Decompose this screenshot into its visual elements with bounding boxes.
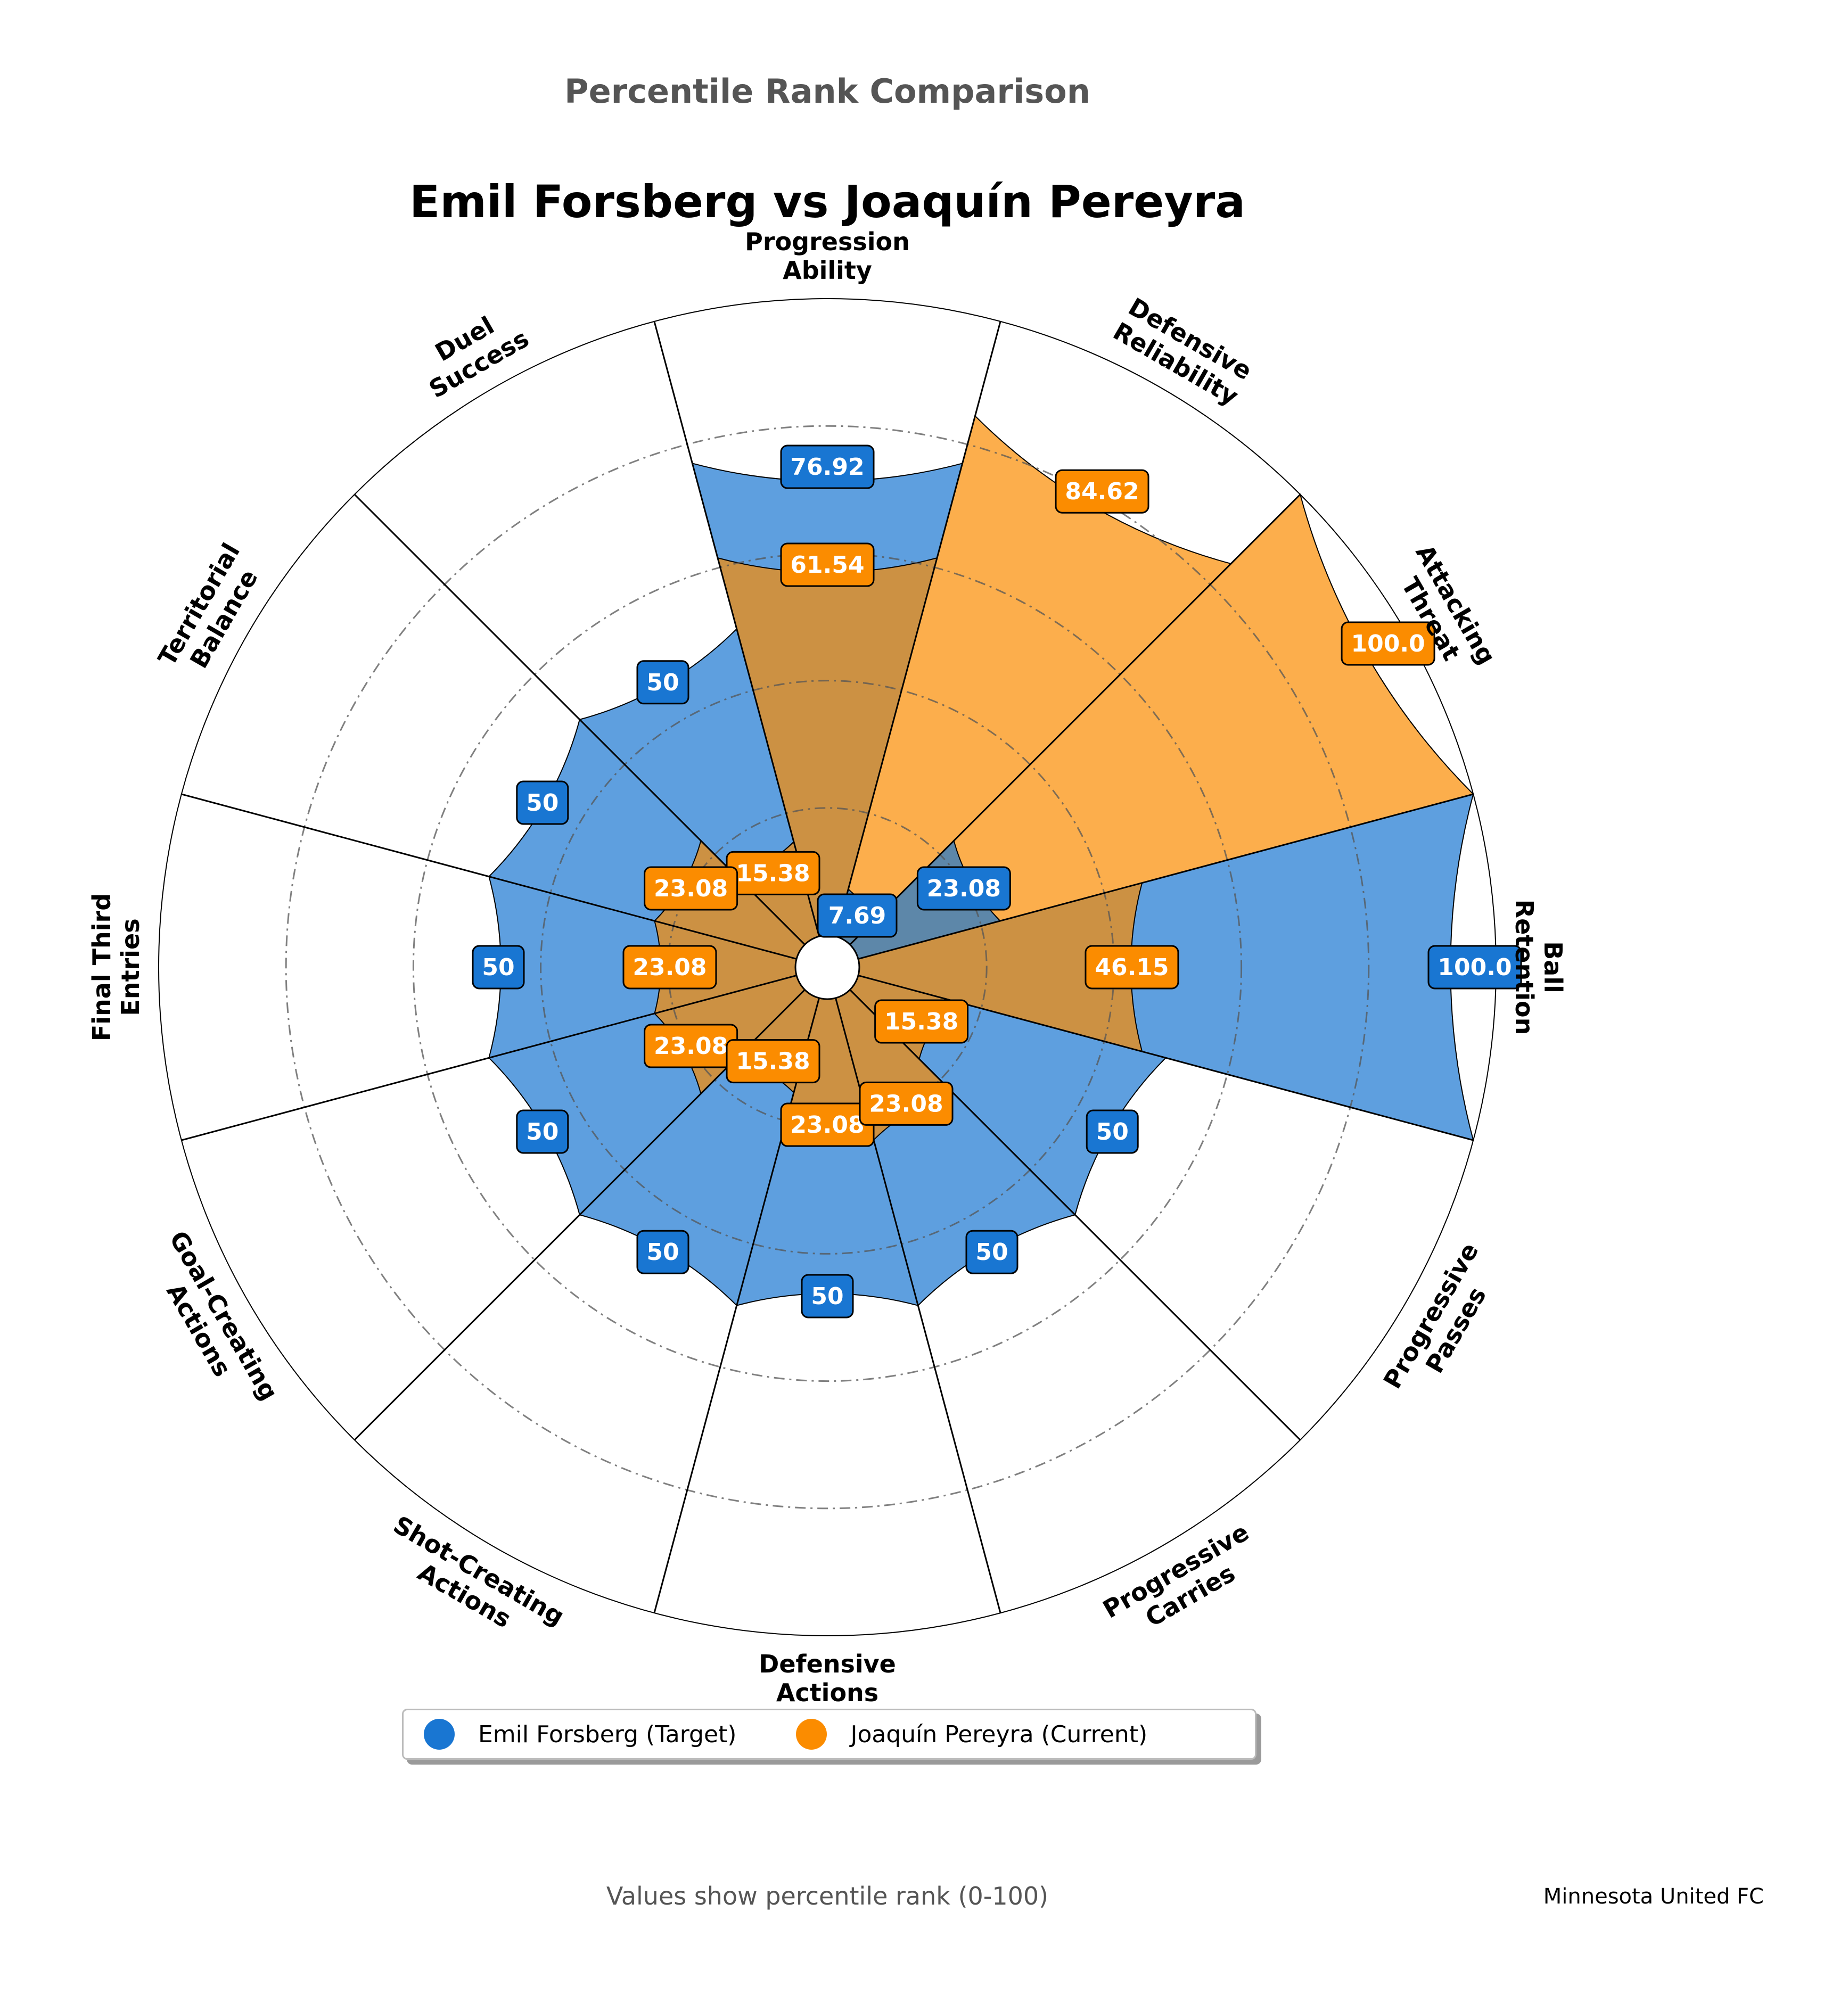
svg-text:50: 50 [1096, 1118, 1129, 1146]
value-label-current-7: 23.08 [644, 1024, 738, 1068]
svg-text:100.0: 100.0 [1351, 630, 1425, 657]
spoke-2 [835, 321, 1001, 937]
svg-text:15.38: 15.38 [736, 860, 810, 887]
value-label-target-4: 50 [636, 660, 689, 705]
value-labels-layer: 100.0 46.15 23.08 100.0 7.69 84.62 76.92 61.54 5… [472, 444, 1522, 1319]
svg-text:50: 50 [975, 1239, 1008, 1266]
value-label-current-2: 84.62 [1055, 469, 1149, 514]
legend-marker-target [424, 1719, 455, 1750]
svg-text:50: 50 [811, 1283, 843, 1310]
spoke-8 [653, 998, 820, 1613]
svg-text:Defensive: Defensive [759, 1650, 896, 1678]
spoke-10 [849, 989, 1301, 1441]
category-label-6: Final Third Entries [87, 893, 145, 1041]
svg-text:23.08: 23.08 [927, 875, 1001, 902]
value-label-current-10: 23.08 [859, 1081, 954, 1126]
spoke-6 [181, 975, 797, 1141]
value-label-current-4: 15.38 [726, 851, 820, 895]
spokes-layer [181, 321, 1474, 1613]
spoke-0 [858, 793, 1474, 960]
svg-text:Actions: Actions [776, 1678, 878, 1707]
value-label-current-3: 61.54 [780, 542, 875, 587]
svg-text:23.08: 23.08 [869, 1090, 943, 1117]
footer-note: Values show percentile rank (0-100) [606, 1882, 1049, 1910]
legend-marker-current [796, 1719, 827, 1750]
legend-label-target: Emil Forsberg (Target) [478, 1720, 737, 1748]
svg-text:46.15: 46.15 [1095, 954, 1169, 981]
value-label-target-3: 76.92 [780, 444, 875, 489]
chart-title: Emil Forsberg vs Joaquín Pereyra [409, 176, 1245, 228]
value-label-target-7: 50 [516, 1109, 569, 1154]
legend-label-current: Joaquín Pereyra (Current) [850, 1720, 1148, 1748]
spoke-3 [653, 321, 820, 937]
value-label-target-5: 50 [516, 780, 569, 825]
legend: Emil Forsberg (Target) Joaquín Pereyra (… [402, 1709, 1256, 1760]
value-label-current-0: 46.15 [1085, 945, 1179, 990]
legend-item-target: Emil Forsberg (Target) [424, 1719, 736, 1750]
value-label-target-2: 7.69 [817, 893, 898, 938]
value-label-current-5: 23.08 [644, 866, 738, 911]
team-label: Minnesota United FC [1543, 1884, 1764, 1909]
value-label-current-9: 23.08 [780, 1102, 875, 1147]
value-label-current-6: 23.08 [622, 945, 717, 990]
svg-text:15.38: 15.38 [736, 1048, 810, 1075]
bars-layer [488, 415, 1475, 1307]
svg-text:Retention: Retention [1510, 900, 1539, 1035]
value-label-current-11: 15.38 [874, 999, 969, 1044]
value-label-current-8: 15.38 [726, 1039, 820, 1084]
svg-text:23.08: 23.08 [633, 954, 707, 981]
svg-text:50: 50 [526, 1118, 558, 1146]
value-label-target-6: 50 [472, 945, 525, 990]
svg-text:Final Third: Final Third [87, 893, 116, 1041]
svg-text:Entries: Entries [116, 918, 145, 1016]
value-label-current-1: 100.0 [1341, 621, 1435, 666]
spoke-5 [181, 793, 797, 960]
svg-text:76.92: 76.92 [790, 454, 864, 481]
svg-text:Ball: Ball [1539, 941, 1567, 993]
value-label-target-11: 50 [1086, 1109, 1139, 1154]
svg-text:Ability: Ability [783, 256, 872, 285]
svg-text:100.0: 100.0 [1438, 954, 1512, 981]
svg-text:23.08: 23.08 [654, 1033, 728, 1060]
chart-supertitle: Percentile Rank Comparison [564, 72, 1090, 111]
svg-text:7.69: 7.69 [828, 902, 886, 929]
svg-text:15.38: 15.38 [884, 1008, 958, 1035]
svg-text:50: 50 [482, 954, 514, 981]
legend-item-current: Joaquín Pereyra (Current) [796, 1719, 1147, 1750]
svg-text:Progression: Progression [745, 227, 910, 256]
value-label-target-9: 50 [801, 1274, 854, 1319]
grid-ring-80 [285, 425, 1370, 1510]
svg-text:50: 50 [646, 1239, 679, 1266]
value-label-target-0: 100.0 [1427, 945, 1522, 990]
svg-text:84.62: 84.62 [1065, 478, 1139, 505]
svg-text:23.08: 23.08 [654, 875, 728, 902]
value-label-target-8: 50 [636, 1230, 689, 1274]
svg-text:50: 50 [646, 669, 679, 696]
svg-text:23.08: 23.08 [790, 1111, 864, 1139]
value-label-target-10: 50 [965, 1230, 1019, 1274]
center-hole [794, 934, 860, 1000]
svg-text:50: 50 [526, 789, 558, 817]
value-label-target-1: 23.08 [916, 866, 1011, 911]
svg-text:61.54: 61.54 [790, 551, 864, 579]
